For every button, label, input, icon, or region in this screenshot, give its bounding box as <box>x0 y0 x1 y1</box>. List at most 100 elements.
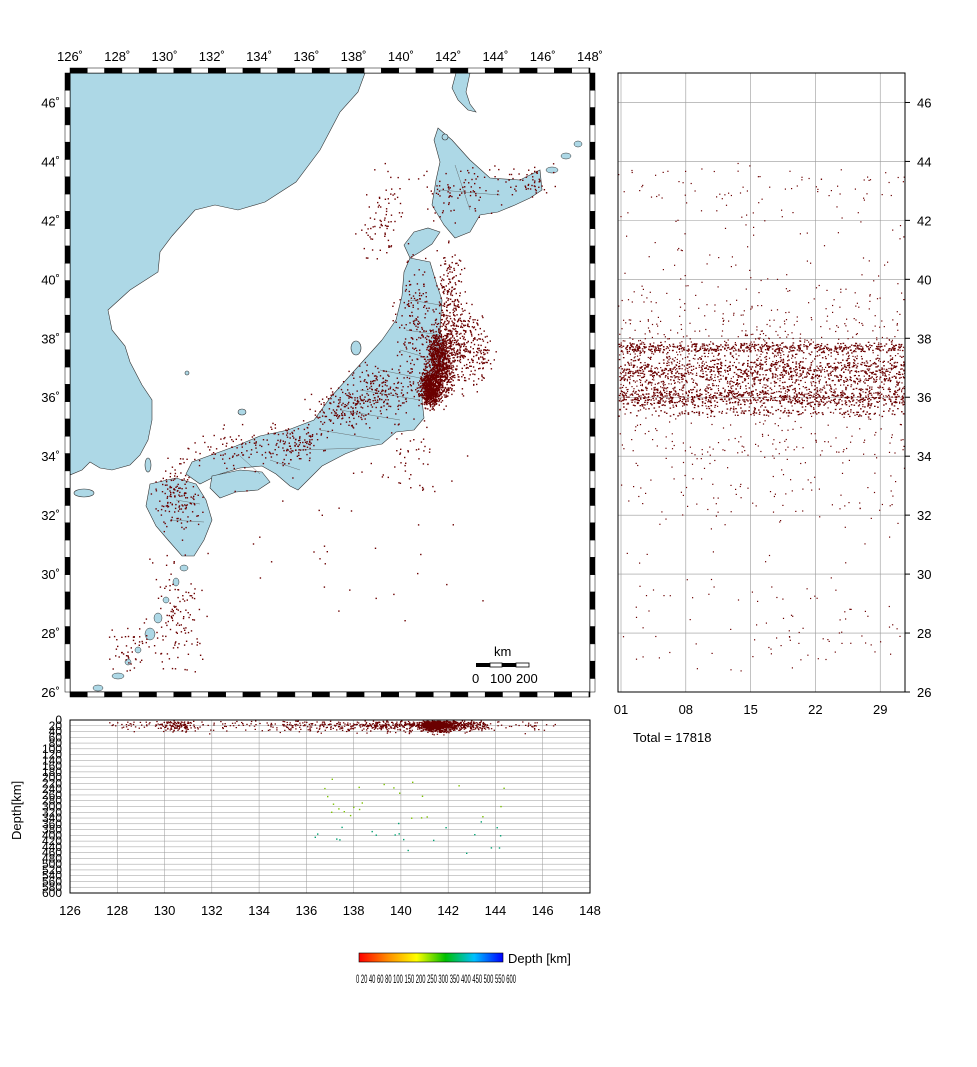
time-event-dot <box>791 384 793 387</box>
epicenter-dot <box>439 373 442 375</box>
epicenter-dot <box>299 437 301 439</box>
epicenter-dot <box>193 619 196 621</box>
epicenter-dot <box>442 382 444 384</box>
time-event-dot <box>751 305 753 307</box>
epicenter-dot <box>445 362 448 365</box>
epicenter-dot <box>341 404 343 406</box>
epicenter-dot <box>471 178 473 181</box>
time-event-dot <box>648 399 650 401</box>
epicenter-dot <box>159 586 162 588</box>
time-event-dot <box>750 308 752 310</box>
epicenter-dot <box>423 390 426 392</box>
epicenter-dot <box>534 170 536 173</box>
epicenter-dot <box>446 317 448 319</box>
epicenter-dot <box>439 378 441 381</box>
epicenter-dot <box>469 351 471 353</box>
time-event-dot <box>787 360 789 362</box>
epicenter-dot <box>441 373 443 376</box>
epicenter-dot <box>459 292 461 294</box>
time-event-dot <box>833 389 835 391</box>
epicenter-dot <box>282 464 284 467</box>
epicenter-dot <box>337 399 340 401</box>
epicenter-dot <box>459 355 461 358</box>
time-event-dot <box>901 389 903 391</box>
time-event-dot <box>631 364 633 366</box>
epicenter-dot <box>408 377 411 380</box>
epicenter-dot <box>432 406 434 408</box>
epicenter-dot <box>375 390 378 392</box>
epicenter-dot <box>238 435 240 437</box>
epicenter-dot <box>174 668 177 670</box>
epicenter-dot <box>290 451 292 454</box>
time-event-dot <box>682 349 685 351</box>
time-event-dot <box>651 414 653 416</box>
time-event-dot <box>651 378 654 381</box>
time-event-dot <box>705 388 707 390</box>
epicenter-dot <box>428 365 430 367</box>
epicenter-dot <box>401 212 404 214</box>
epicenter-dot <box>461 343 463 345</box>
time-event-dot <box>896 394 899 396</box>
epicenter-dot <box>442 368 444 370</box>
epicenter-dot <box>488 349 490 352</box>
epicenter-dot <box>115 648 118 650</box>
epicenter-dot <box>433 405 435 407</box>
epicenter-dot <box>453 323 455 326</box>
time-event-dot <box>693 368 695 370</box>
epicenter-dot <box>390 193 392 195</box>
time-event-dot <box>838 345 841 347</box>
epicenter-dot <box>185 505 187 507</box>
epicenter-dot <box>313 551 315 553</box>
time-event-dot <box>857 346 859 348</box>
time-event-dot <box>665 400 667 402</box>
time-event-dot <box>766 352 768 354</box>
epicenter-dot <box>429 396 431 398</box>
map-border-segment <box>363 691 382 698</box>
time-event-dot <box>714 379 716 382</box>
epicenter-dot <box>438 361 440 364</box>
epicenter-dot <box>408 342 410 344</box>
time-event-dot <box>888 387 890 389</box>
epicenter-dot <box>195 451 197 453</box>
epicenter-dot <box>438 288 440 290</box>
time-event-dot <box>619 333 621 335</box>
epicenter-dot <box>182 595 184 597</box>
epicenter-dot <box>448 367 451 370</box>
time-event-dot <box>683 396 685 398</box>
epicenter-dot <box>435 335 437 337</box>
epicenter-dot <box>444 356 447 359</box>
epicenter-dot <box>423 388 425 390</box>
time-event-dot <box>737 385 739 387</box>
epicenter-dot <box>202 658 204 660</box>
time-event-dot <box>793 368 795 370</box>
time-event-dot <box>844 403 846 405</box>
epicenter-dot <box>410 385 412 387</box>
time-event-dot <box>692 403 694 405</box>
epicenter-dot <box>174 472 177 475</box>
epicenter-dot <box>424 388 426 391</box>
epicenter-dot <box>478 216 480 218</box>
time-event-dot <box>896 380 898 382</box>
time-event-dot <box>704 315 706 317</box>
epicenter-dot <box>434 399 436 402</box>
time-event-dot <box>790 402 792 404</box>
epicenter-dot <box>375 375 377 377</box>
map-border-segment <box>398 691 417 698</box>
epicenter-dot <box>443 343 445 346</box>
epicenter-dot <box>441 400 444 402</box>
epicenter-dot <box>432 401 434 403</box>
time-event-dot <box>760 353 762 355</box>
time-event-dot <box>902 376 904 378</box>
time-event-dot <box>674 377 676 379</box>
time-event-dot <box>745 288 747 290</box>
epicenter-dot <box>408 294 411 296</box>
epicenter-dot <box>392 305 394 307</box>
time-event-dot <box>674 382 676 384</box>
epicenter-dot <box>126 670 128 672</box>
epicenter-dot <box>235 438 237 440</box>
time-event-dot <box>868 308 870 310</box>
epicenter-dot <box>340 388 343 391</box>
epicenter-dot <box>338 402 340 405</box>
epicenter-dot <box>417 178 420 180</box>
time-event-dot <box>708 349 710 351</box>
